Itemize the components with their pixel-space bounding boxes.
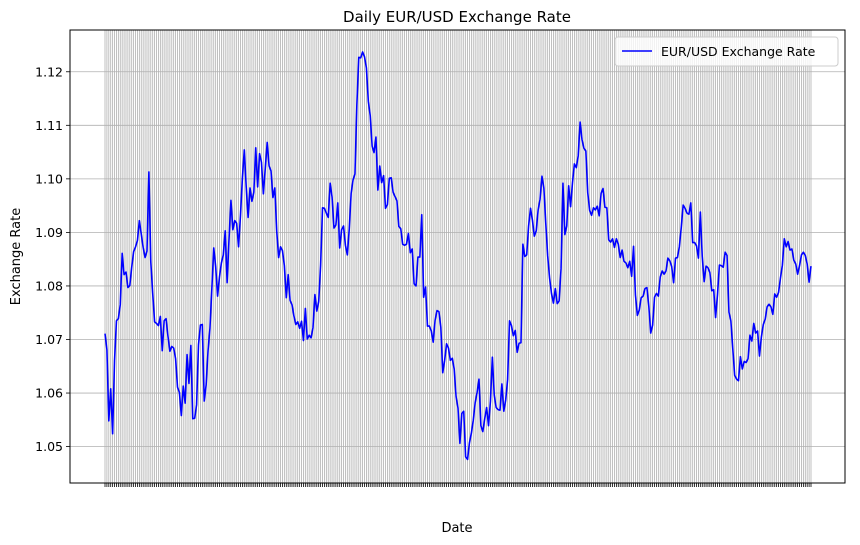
y-axis-ticks: 1.05 1.06 1.07 1.08 1.09 1.10 1.11 1.12 (35, 64, 70, 454)
y-tick-label: 1.08 (35, 278, 63, 293)
chart-title: Daily EUR/USD Exchange Rate (343, 8, 571, 26)
y-tick-label: 1.12 (35, 64, 63, 79)
legend: EUR/USD Exchange Rate (614, 36, 839, 67)
y-tick-label: 1.10 (35, 171, 63, 186)
y-tick-label: 1.11 (35, 118, 63, 133)
series-line-eur-usd (104, 51, 812, 461)
x-axis-ticks (104, 483, 812, 487)
series-layer (104, 51, 812, 461)
y-tick-label: 1.07 (35, 332, 63, 347)
y-tick-label: 1.09 (35, 225, 63, 240)
x-axis-label: Date (441, 521, 472, 536)
legend-label: EUR/USD Exchange Rate (661, 44, 816, 59)
y-tick-label: 1.06 (35, 386, 63, 401)
plot-frame (69, 29, 846, 484)
y-tick-label: 1.05 (35, 439, 63, 454)
y-axis-label: Exchange Rate (9, 208, 24, 305)
legend-box (614, 36, 839, 67)
